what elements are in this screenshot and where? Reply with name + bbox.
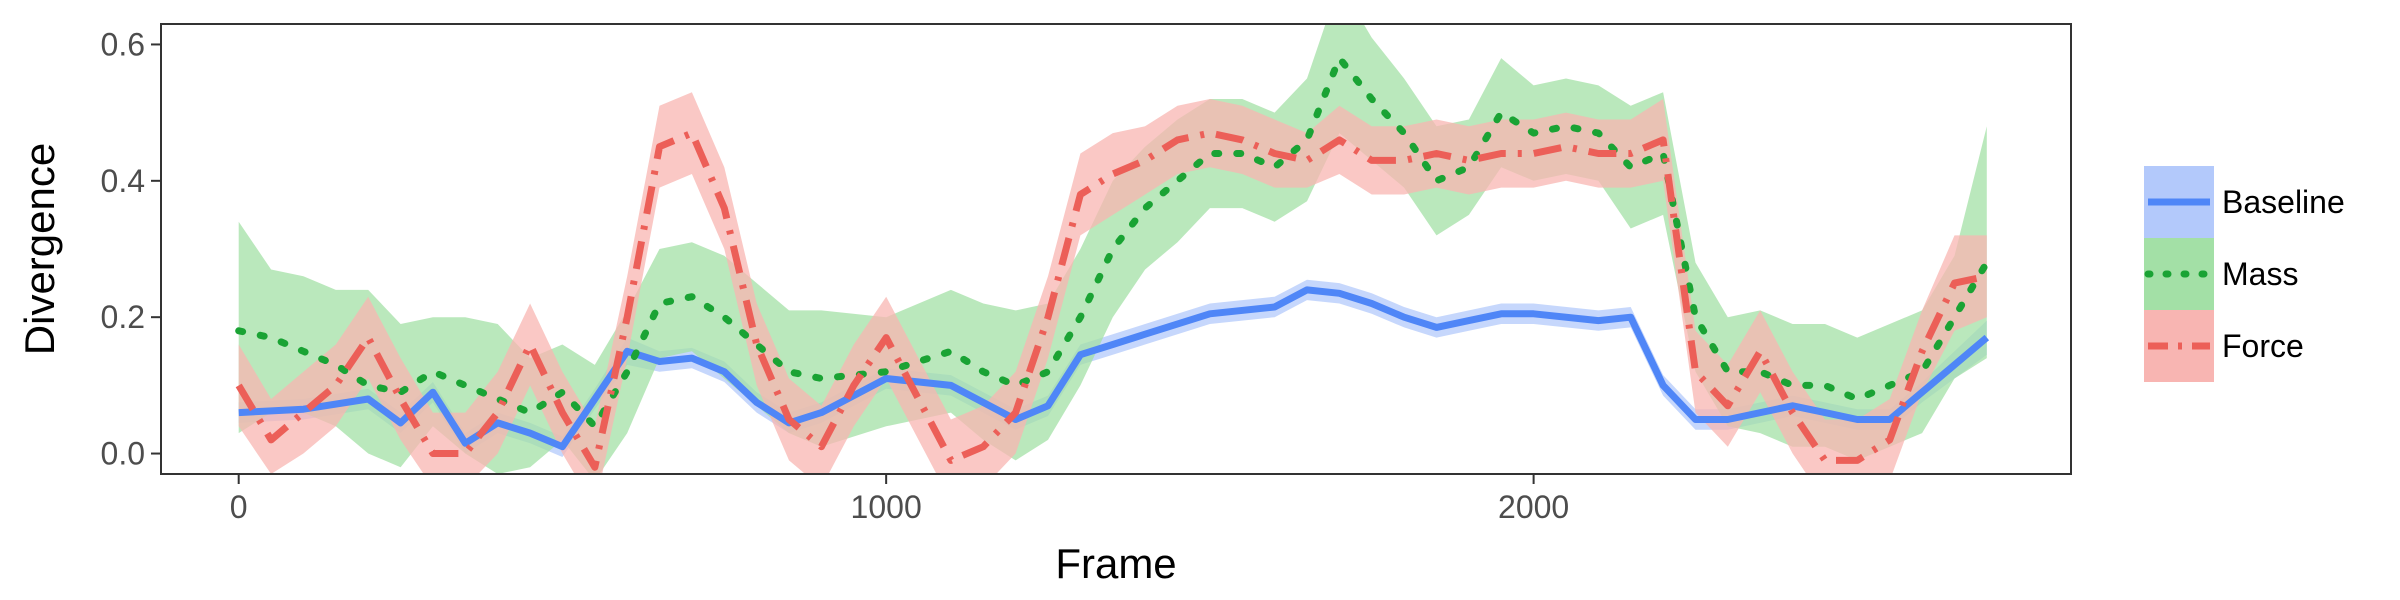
- legend-label-baseline: Baseline: [2222, 184, 2345, 220]
- legend-label-force: Force: [2222, 328, 2304, 364]
- plot-frame: [160, 23, 2072, 475]
- series-line-baseline: [238, 286, 1990, 451]
- x-tick-label: 2000: [1498, 489, 1569, 525]
- x-axis-title: Frame: [1055, 540, 1176, 587]
- y-tick-label: 0.0: [101, 436, 145, 472]
- confidence-band-baseline: [238, 279, 1987, 457]
- legend: Baseline Mass Force: [2144, 166, 2345, 382]
- x-tick-label: 0: [230, 489, 248, 525]
- legend-label-mass: Mass: [2222, 256, 2298, 292]
- y-tick-label: 0.6: [101, 26, 145, 62]
- legend-key-force: Force: [2144, 310, 2304, 382]
- y-tick-label: 0.2: [101, 299, 145, 335]
- legend-key-baseline: Baseline: [2144, 166, 2345, 238]
- x-tick-label: 1000: [851, 489, 922, 525]
- y-tick-label: 0.4: [101, 163, 145, 199]
- legend-key-mass: Mass: [2144, 238, 2298, 310]
- y-axis-title: Divergence: [16, 143, 63, 355]
- series-line-mass: [235, 54, 1991, 430]
